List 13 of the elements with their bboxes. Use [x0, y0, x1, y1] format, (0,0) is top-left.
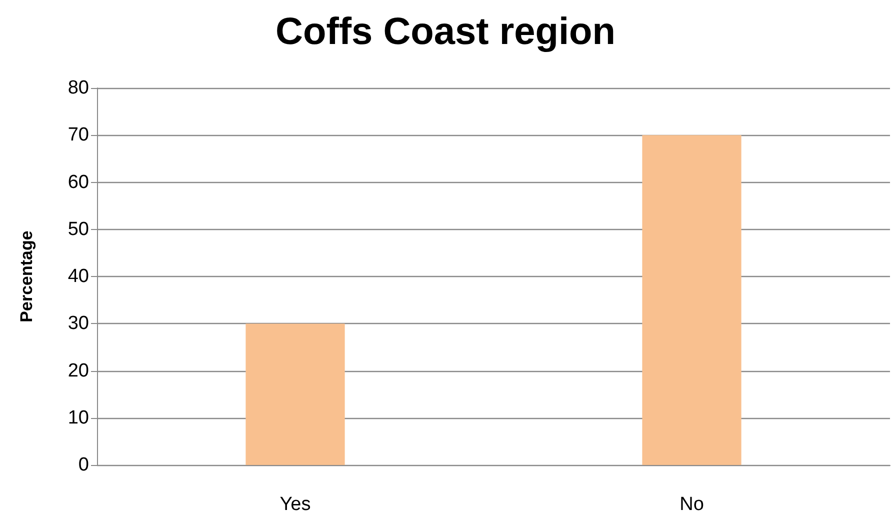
- y-tick-label: 30: [68, 313, 89, 334]
- y-tick-label: 50: [68, 218, 89, 240]
- x-tick-label: Yes: [280, 494, 311, 515]
- y-tick-label: 70: [68, 124, 89, 146]
- x-tick-label: No: [680, 494, 704, 515]
- y-tick-label: 60: [68, 172, 89, 193]
- y-tick-label: 40: [68, 266, 89, 287]
- chart-title: Coffs Coast region: [276, 11, 616, 53]
- y-tick-label: 0: [78, 454, 89, 476]
- y-axis-title: Percentage: [17, 230, 36, 322]
- y-tick-label: 20: [68, 360, 89, 382]
- y-tick-label: 10: [68, 407, 89, 428]
- y-tick-label: 80: [68, 78, 89, 98]
